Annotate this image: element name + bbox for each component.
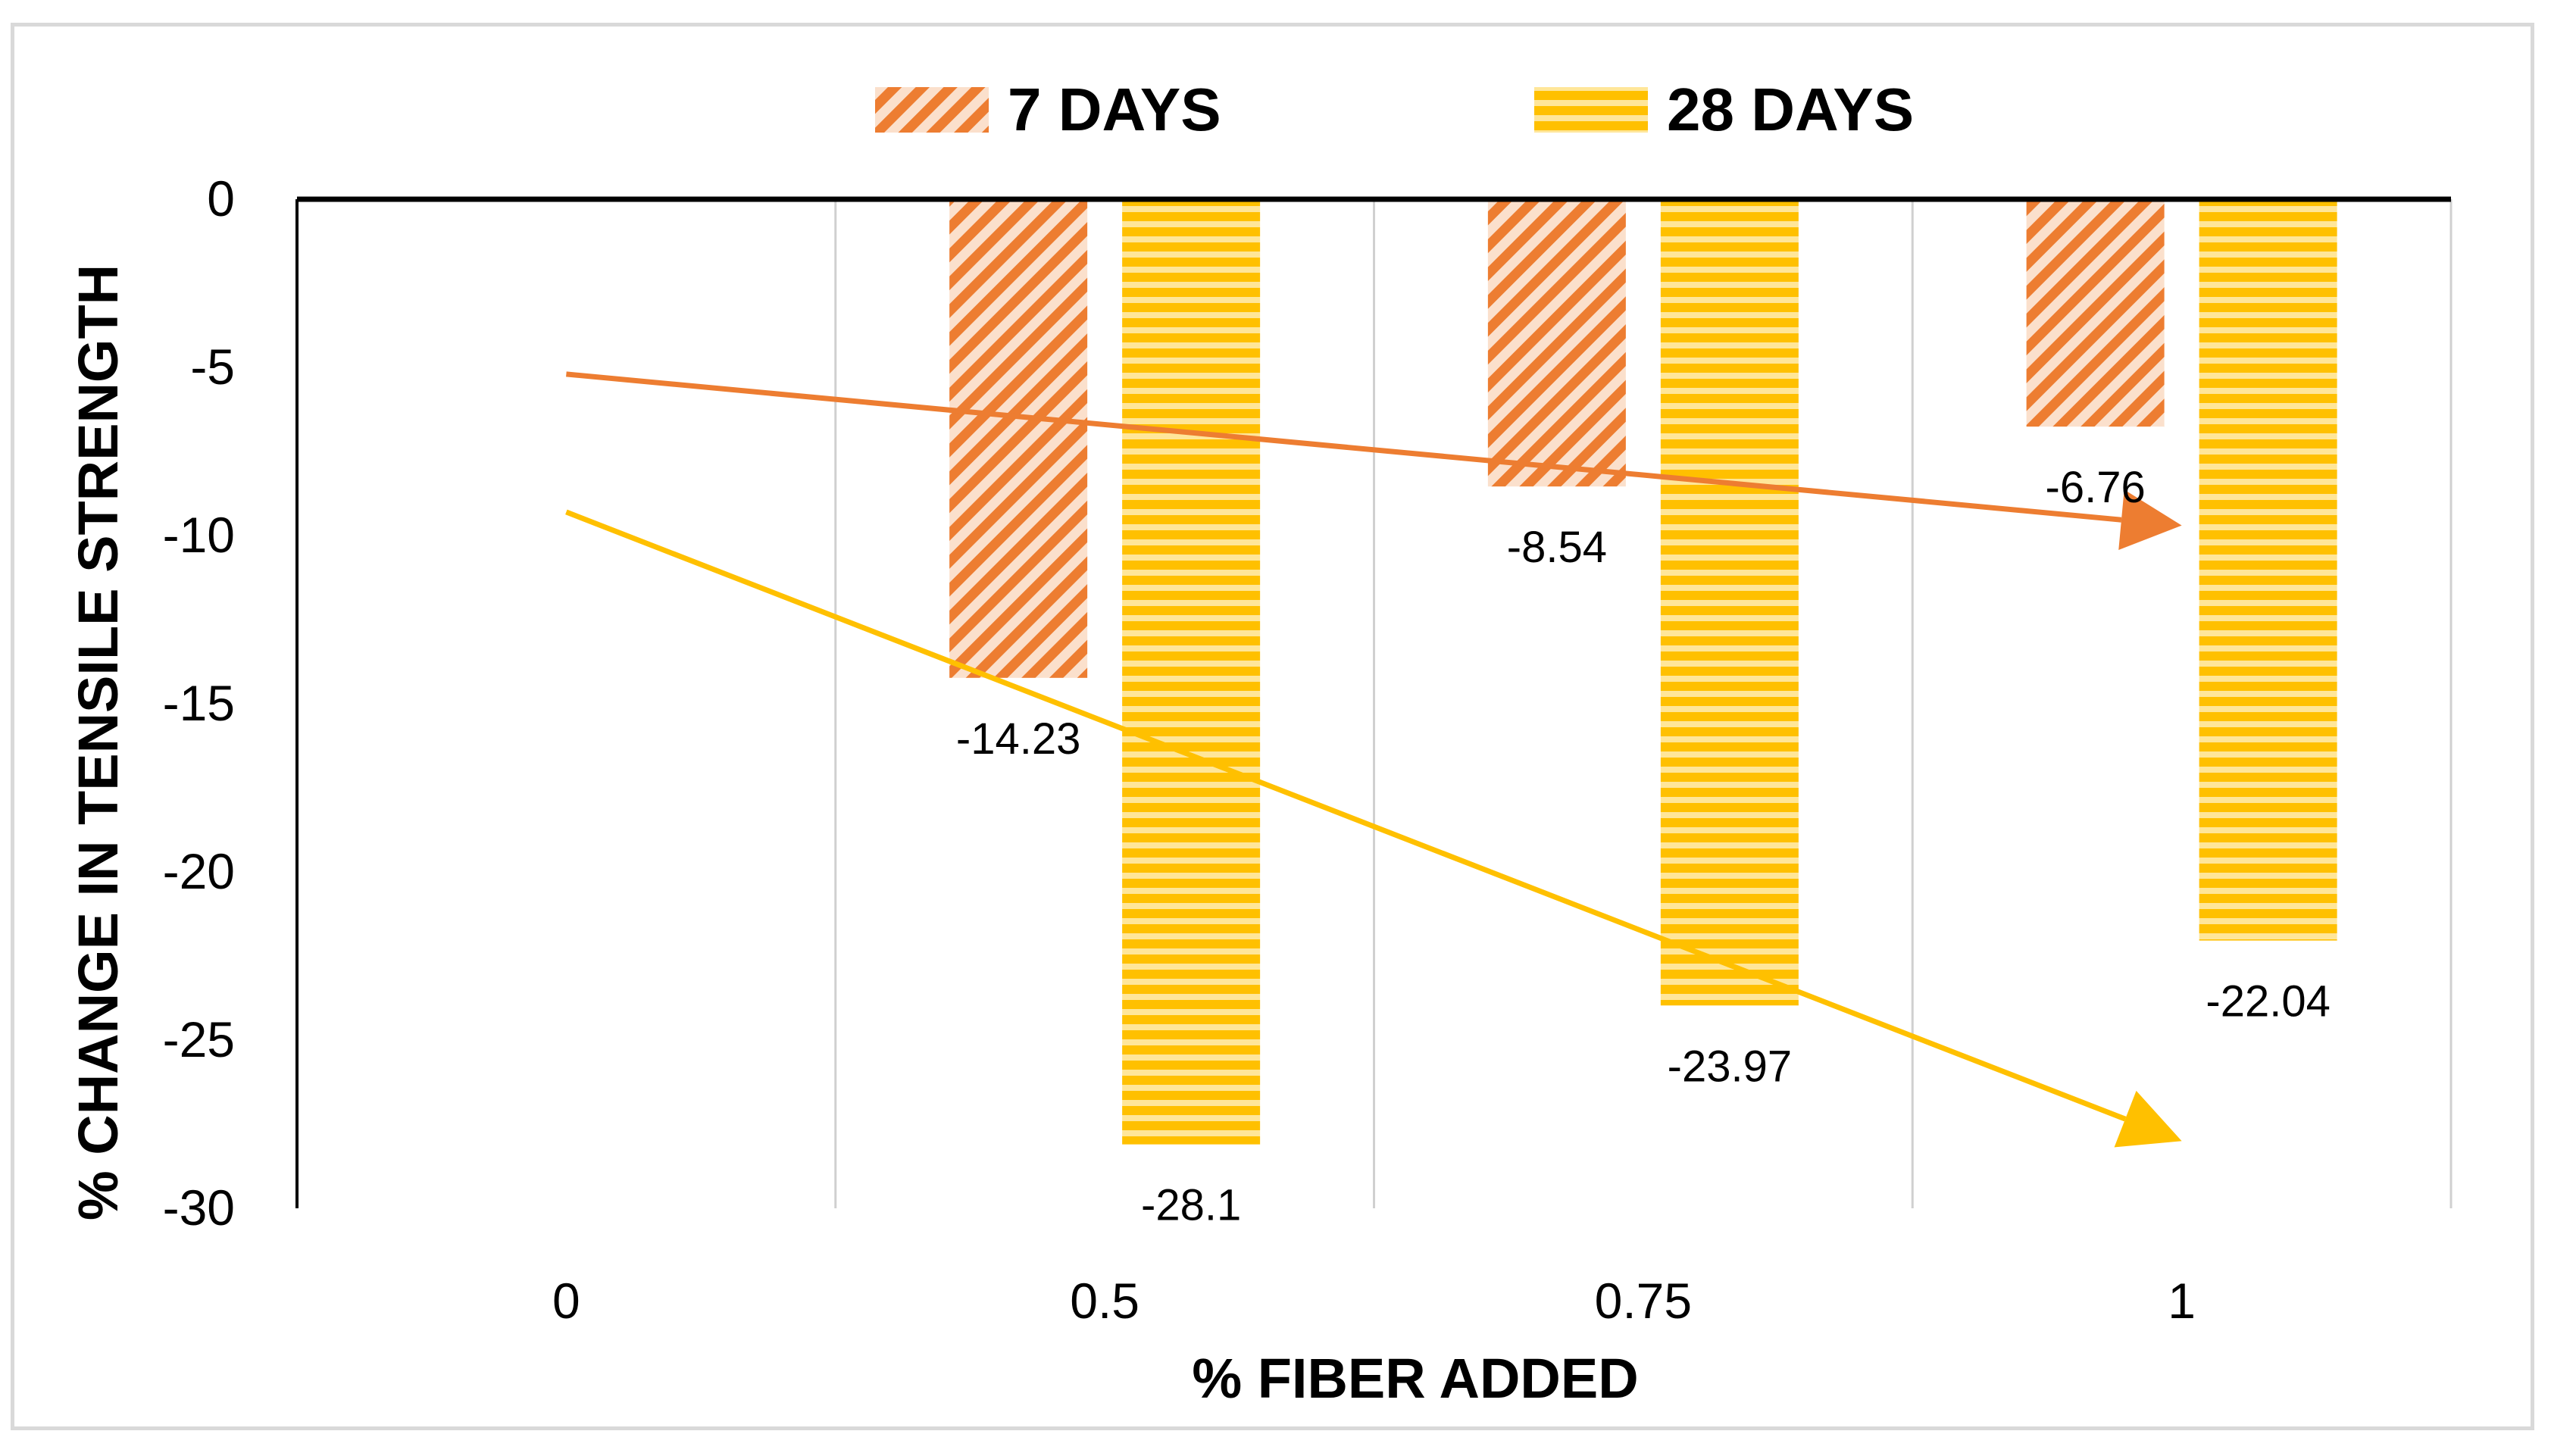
legend-label-28-days: 28 DAYS [1667,76,1914,143]
trend-arrow-head [2114,1090,2182,1148]
data-label-7-days: -14.23 [956,714,1080,764]
data-labels: -14.23 -8.54 -6.76 -28.1 -23.97 -22.04 [956,463,2331,1229]
data-label-28-days: -22.04 [2206,977,2330,1026]
y-tick-label: -5 [190,339,235,395]
y-tick-label: 0 [207,170,235,227]
data-label-7-days: -8.54 [1507,523,1607,572]
data-label-28-days: -23.97 [1668,1042,1792,1091]
y-tick-label: -10 [163,507,235,563]
x-tick-label: 0.75 [1595,1273,1692,1329]
x-tick-label: 0.5 [1070,1273,1140,1329]
bar-28-days [2199,199,2337,941]
trend-arrow-line [566,371,2122,523]
bar-28-days [1122,199,1261,1145]
y-tick-label: -30 [163,1179,235,1236]
trend-arrow-line [565,509,2127,1122]
legend-label-7-days: 7 DAYS [1008,76,1221,143]
y-tick-label: -25 [163,1011,235,1067]
y-axis-title: % CHANGE IN TENSILE STRENGTH [67,264,130,1220]
y-tick-label: -15 [163,675,235,731]
legend-swatch-28-days [1534,87,1648,133]
x-tick-label: 1 [2168,1273,2196,1329]
bar-28-days [1660,199,1799,1006]
bar-7-days [2026,199,2165,427]
y-tick-label: -20 [163,843,235,899]
bar-7-days [949,199,1088,678]
data-label-7-days: -6.76 [2046,463,2146,512]
data-label-28-days: -28.1 [1141,1181,1241,1230]
legend-swatch-7-days [875,87,989,133]
grid-layer [834,199,2453,1208]
trend-arrows [565,371,2182,1148]
x-tick-label: 0 [552,1273,580,1329]
bar-layer [949,199,2337,1145]
trend-arrow-head [2118,489,2182,551]
legend: 7 DAYS 28 DAYS [875,76,1914,143]
legend-item-28-days: 28 DAYS [1534,76,1914,143]
legend-item-7-days: 7 DAYS [875,76,1221,143]
axes: 0 -5 -10 -15 -20 -25 -30 0 0.5 0.75 1 [163,170,2451,1329]
x-axis-title: % FIBER ADDED [1192,1347,1638,1410]
bar-7-days [1487,199,1626,487]
